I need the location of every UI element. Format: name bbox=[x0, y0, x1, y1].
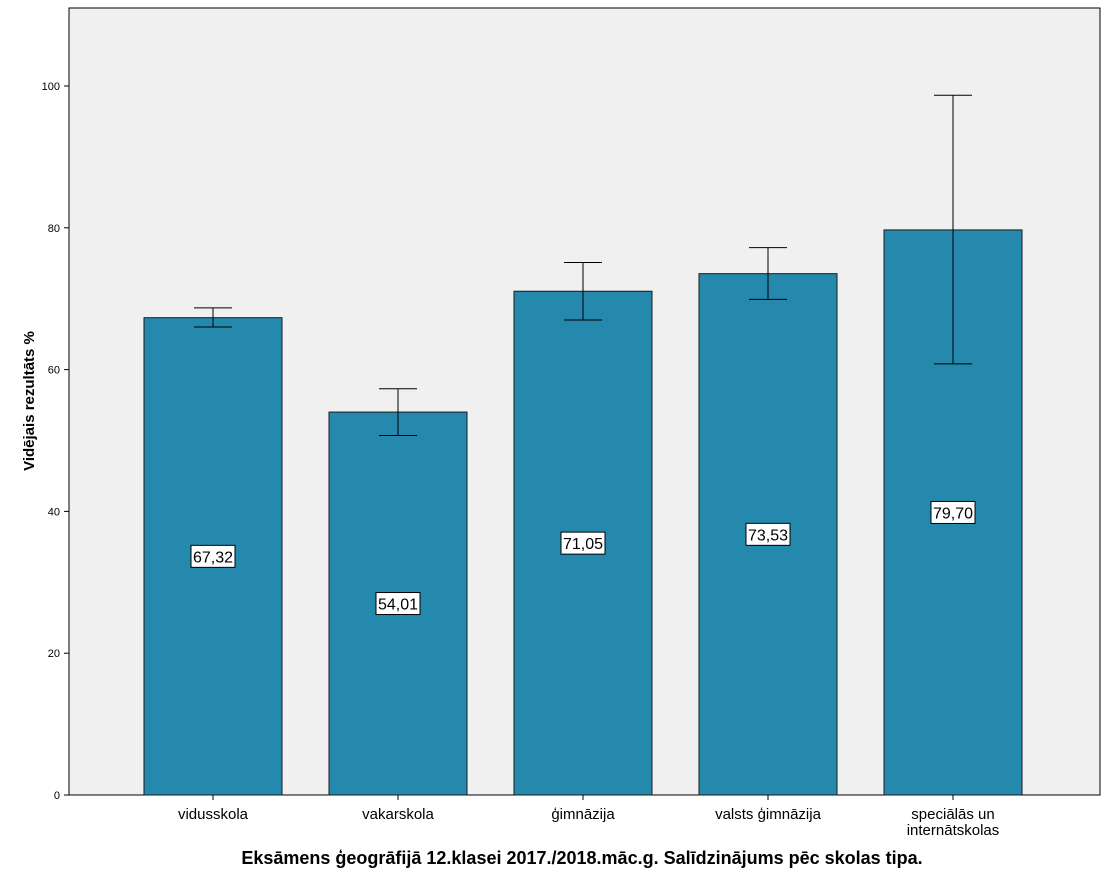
data-label: 54,01 bbox=[378, 597, 418, 614]
y-tick-label: 20 bbox=[48, 648, 60, 660]
data-labels-group: 67,32 54,01 71,05 73,53 79,70 bbox=[190, 500, 976, 616]
y-tick-label: 40 bbox=[48, 506, 60, 518]
data-label-box bbox=[930, 500, 976, 524]
y-axis-title: Vidējais rezultāts % bbox=[21, 331, 38, 471]
data-label-box bbox=[375, 592, 421, 616]
x-axis-categories: vidusskola vakarskola ģimnāzija valsts ģimn… bbox=[178, 795, 999, 839]
error-bars-group bbox=[194, 94, 972, 437]
x-category-label: ģimnāzija bbox=[551, 806, 615, 823]
y-axis: 0 20 40 60 80 100 bbox=[42, 81, 69, 802]
x-category-label: valsts ģimnāzija bbox=[715, 806, 822, 823]
y-tick-label: 60 bbox=[48, 365, 60, 377]
data-label-box bbox=[560, 531, 606, 555]
y-tick-label: 100 bbox=[42, 81, 60, 93]
data-label: 71,05 bbox=[563, 536, 603, 553]
data-label: 67,32 bbox=[193, 549, 233, 566]
x-category-label: vidusskola bbox=[178, 806, 249, 823]
data-label-box bbox=[190, 544, 236, 568]
data-label: 73,53 bbox=[748, 527, 788, 544]
data-label: 79,70 bbox=[933, 505, 973, 522]
y-tick-label: 80 bbox=[48, 223, 60, 235]
x-axis-title: Eksāmens ģeogrāfijā 12.klasei 2017./2018… bbox=[241, 848, 922, 868]
data-label-box bbox=[745, 522, 791, 546]
x-category-label: speciālās un internātskolas bbox=[907, 806, 1000, 839]
x-category-label: vakarskola bbox=[362, 806, 434, 823]
y-tick-label: 0 bbox=[54, 790, 60, 802]
